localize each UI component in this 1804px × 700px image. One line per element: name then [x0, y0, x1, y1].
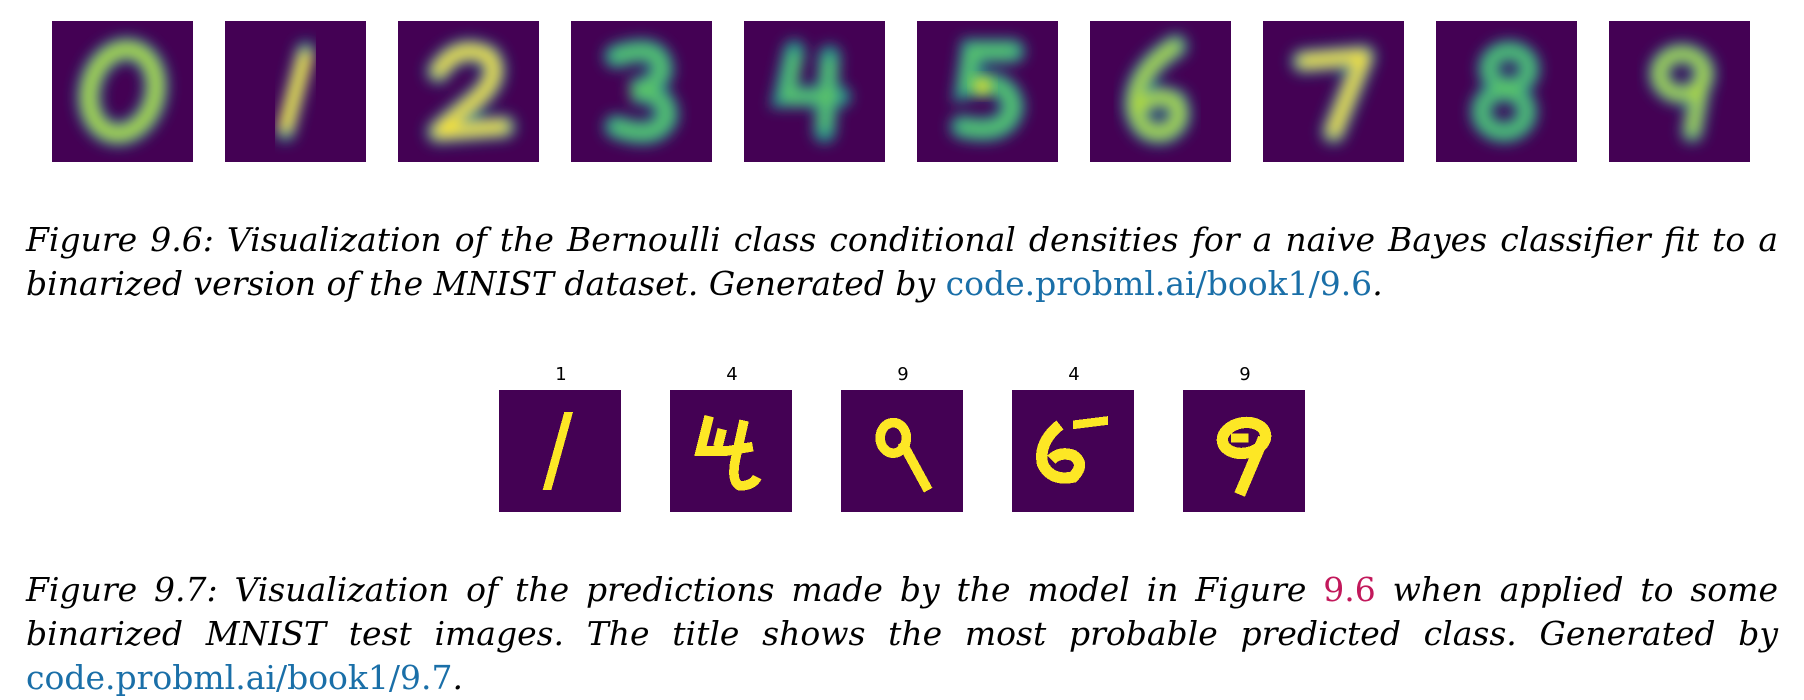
density-tile-6: [1090, 21, 1231, 162]
binarized-digit-image: [670, 390, 792, 512]
density-tile-8: [1436, 21, 1577, 162]
prediction-panel: 4: [1012, 364, 1136, 512]
figure-ref-9-6[interactable]: 9.6: [1323, 570, 1376, 609]
caption-end: .: [452, 658, 464, 697]
figure-9-7-caption: Figure 9.7: Visualization of the predict…: [26, 568, 1778, 700]
prediction-title: 4: [1068, 364, 1080, 385]
code-link-9-6[interactable]: code.probml.ai/book1/9.6: [945, 264, 1373, 303]
caption-text: Figure 9.6: Visualization of the Bernoul…: [26, 220, 1778, 303]
figure-9-6-caption: Figure 9.6: Visualization of the Bernoul…: [26, 218, 1778, 306]
density-tile-5: [917, 21, 1058, 162]
binarized-digit-image: [499, 390, 621, 512]
code-link-9-7[interactable]: code.probml.ai/book1/9.7: [26, 658, 453, 697]
density-tile-2: [398, 21, 539, 162]
prediction-panel: 1: [499, 364, 623, 512]
density-tile-4: [744, 21, 885, 162]
prediction-panel: 4: [670, 364, 794, 512]
prediction-title: 1: [555, 364, 567, 385]
caption-text-b: when applied to some binarized MNIST tes…: [26, 570, 1778, 653]
density-tile-0: [52, 21, 193, 162]
prediction-panel: 9: [841, 364, 965, 512]
prediction-title: 4: [726, 364, 738, 385]
density-tile-1: [225, 21, 366, 162]
prediction-panel: 9: [1183, 364, 1307, 512]
binarized-digit-image: [841, 390, 963, 512]
caption-text-a: Figure 9.7: Visualization of the predict…: [26, 570, 1324, 609]
density-tile-9: [1609, 21, 1750, 162]
prediction-row: 1 4 9: [499, 364, 1311, 514]
binarized-digit-image: [1183, 390, 1305, 512]
density-tiles-row: [52, 21, 1758, 163]
caption-end: .: [1372, 264, 1383, 303]
density-tile-3: [571, 21, 712, 162]
binarized-digit-image: [1012, 390, 1134, 512]
prediction-title: 9: [897, 364, 909, 385]
prediction-title: 9: [1239, 364, 1251, 385]
density-tile-7: [1263, 21, 1404, 162]
